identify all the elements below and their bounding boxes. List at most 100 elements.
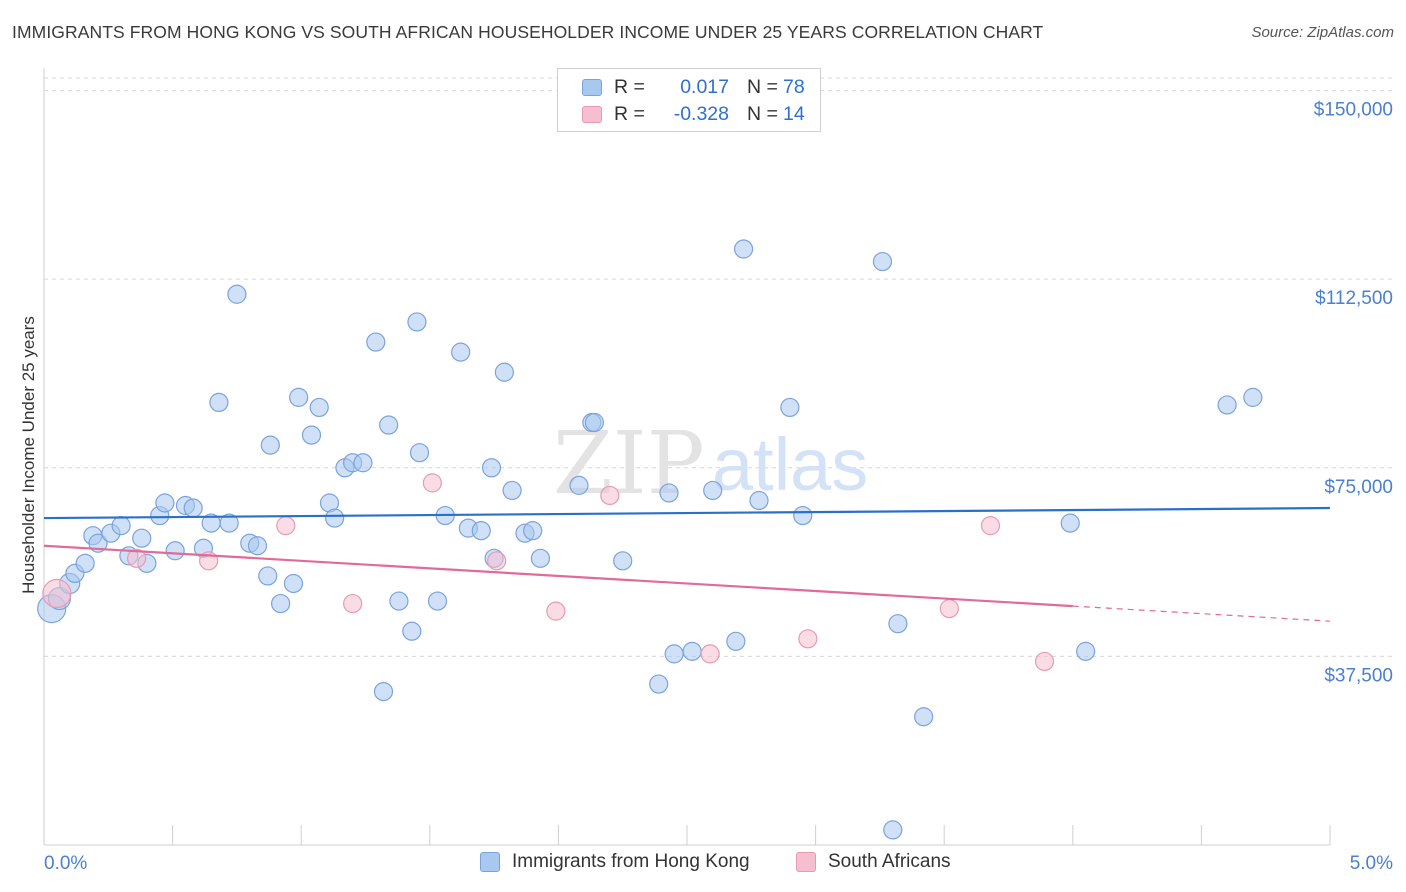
hong-kong-point [309,397,329,418]
hong-kong-point [427,591,448,611]
hong-kong-point [260,435,280,455]
watermark-zip: ZIP [553,414,705,514]
bottom-legend-swatch-pink [796,852,816,872]
legend-swatch-blue [582,78,602,96]
south-african-point [42,578,72,609]
legend-n-label: N = [747,102,778,125]
bottom-legend-label: South Africans [828,851,951,872]
hong-kong-point [325,508,345,528]
watermark-atlas: atlas [712,423,868,506]
hong-kong-point [502,480,522,501]
south-african-point [600,485,620,506]
legend-r-label: R = [614,102,645,125]
south-african-point [126,548,147,568]
south-african-trend-extension [1072,605,1331,622]
hong-kong-trend-line [43,506,1331,520]
y-axis-label: Householder Income Under 25 years [19,316,38,594]
hong-kong-point [780,397,800,418]
south-african-point [546,601,566,621]
hong-kong-point [530,548,550,568]
hong-kong-point [793,505,813,526]
hong-kong-point [227,284,247,304]
points-layer [37,239,1263,840]
hong-kong-point [258,566,278,586]
south-african-point [939,599,959,619]
hong-kong-point [155,493,175,513]
legend-r-value: 0.017 [680,75,729,98]
hong-kong-point [664,644,684,664]
south-african-point [700,644,720,664]
hong-kong-point [451,342,471,362]
bottom-legend-swatch-blue [480,852,500,872]
hong-kong-point [1076,641,1096,661]
x-tick-label-max: 5.0% [1350,853,1393,874]
south-african-point [980,516,1001,536]
grid-layer [44,77,1394,657]
south-african-trend-line [43,544,1073,608]
bottom-legend-hong-kong: Immigrants from Hong Kong [480,851,750,873]
hong-kong-point [247,536,268,556]
legend-r-value: -0.328 [673,102,729,125]
hong-kong-point [373,681,394,702]
south-african-point [487,551,507,571]
hong-kong-point [366,332,386,352]
hong-kong-point [1060,513,1080,533]
hong-kong-point [749,490,769,511]
chart-title: IMMIGRANTS FROM HONG KONG VS SOUTH AFRIC… [12,22,1044,42]
legend-swatch-pink [582,105,602,123]
hong-kong-point [283,573,304,594]
hong-kong-point [471,521,491,541]
hong-kong-point [733,239,754,259]
hong-kong-point [132,528,152,548]
south-african-point [1034,651,1055,672]
hong-kong-point [613,551,633,571]
legend-n-label: N = [747,75,778,98]
hong-kong-point [481,458,502,478]
south-african-point [276,516,296,536]
hong-kong-point [1217,395,1237,415]
hong-kong-point [389,591,409,611]
legend-r-label: R = [614,75,645,98]
watermark: ZIP atlas [553,414,868,514]
trend-layer [43,506,1331,622]
y-tick-label: $75,000 [1324,477,1393,498]
hong-kong-point [271,593,291,614]
hong-kong-point [682,641,702,661]
hong-kong-point [379,415,399,435]
hong-kong-point [872,251,893,272]
chart-source: Source: ZipAtlas.com [1251,24,1394,41]
legend-n-value: 14 [783,102,805,125]
hong-kong-point [409,443,430,463]
legend-row-south-africans: R = -0.328 N = 14 [582,101,805,127]
hong-kong-point [494,362,514,382]
hong-kong-point [75,553,95,573]
axes-layer: $37,500 $75,000 $112,500 $150,000 [43,68,1393,846]
hong-kong-point [353,453,373,473]
bottom-legend-label: Immigrants from Hong Kong [512,851,750,872]
hong-kong-point [407,312,427,332]
south-african-point [422,473,442,493]
hong-kong-point [289,387,309,407]
hong-kong-point [219,513,239,533]
hong-kong-point [569,475,589,495]
hong-kong-point [584,412,605,433]
hong-kong-point [111,516,131,536]
hong-kong-point [523,521,543,541]
legend-row-hong-kong: R = 0.017 N = 78 [582,74,805,100]
hong-kong-point [165,541,185,561]
hong-kong-point [1243,387,1263,407]
bottom-legend-south-africans: South Africans [796,851,951,873]
hong-kong-point [659,483,679,503]
hong-kong-point [209,392,229,413]
hong-kong-point [888,614,908,634]
south-african-point [798,629,818,649]
south-african-point [343,593,363,614]
hong-kong-point [402,621,422,641]
hong-kong-point [649,674,669,694]
hong-kong-point [914,707,934,727]
hong-kong-point [183,498,203,518]
hong-kong-point [883,820,903,840]
y-tick-label: $150,000 [1314,100,1393,121]
x-tick-label-min: 0.0% [44,853,87,874]
